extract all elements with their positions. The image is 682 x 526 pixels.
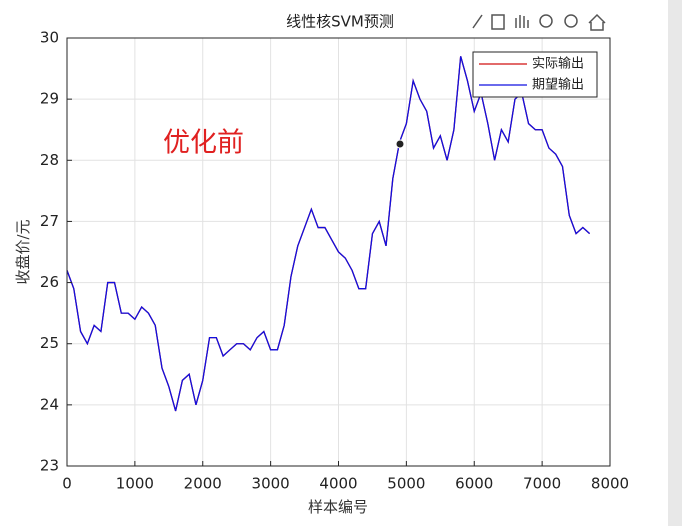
y-tick-label: 28 [40, 151, 59, 169]
home-icon[interactable] [588, 13, 606, 31]
x-tick-label: 2000 [184, 475, 222, 493]
pan-icon[interactable] [515, 15, 529, 28]
brush-icon[interactable] [472, 14, 483, 29]
x-tick-label: 6000 [455, 475, 493, 493]
y-tick-label: 27 [40, 212, 59, 230]
x-tick-label: 5000 [387, 475, 425, 493]
series-line [66, 56, 591, 412]
legend-label: 实际输出 [532, 56, 584, 72]
window-edge [668, 0, 682, 526]
toolbar [472, 13, 606, 31]
legend-label: 期望输出 [532, 77, 584, 93]
x-tick-label: 3000 [252, 475, 290, 493]
x-tick-label: 7000 [523, 475, 561, 493]
data-tip[interactable] [395, 139, 405, 149]
y-tick-label: 23 [40, 457, 59, 475]
x-tick-label: 0 [62, 475, 72, 493]
chart-title: 线性核SVM预测 [286, 13, 394, 31]
lines [66, 56, 591, 412]
zoom-in-icon[interactable] [539, 14, 553, 28]
legend-icon[interactable] [491, 14, 505, 30]
x-tick-label: 1000 [116, 475, 154, 493]
legend-box [472, 51, 598, 98]
y-tick-label: 24 [40, 395, 59, 413]
zoom-out-icon[interactable] [564, 14, 578, 28]
x-tick-label: 8000 [591, 475, 629, 493]
y-tick-label: 25 [40, 334, 59, 352]
y-tick-label: 30 [40, 29, 59, 47]
x-tick-label: 4000 [319, 475, 357, 493]
x-axis-label: 样本编号 [308, 498, 368, 516]
y-axis-label: 收盘价/元 [14, 219, 32, 284]
y-tick-label: 26 [40, 273, 59, 291]
y-tick-label: 29 [40, 90, 59, 108]
annotation: 优化前 [163, 128, 244, 159]
